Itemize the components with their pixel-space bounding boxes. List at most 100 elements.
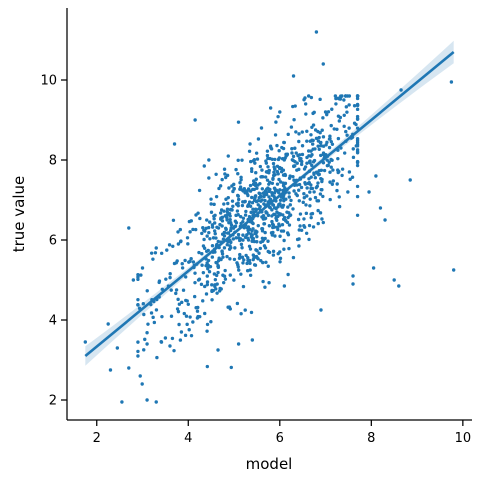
data-point [205, 234, 209, 238]
data-point [317, 135, 321, 140]
data-point [228, 273, 232, 277]
data-point [262, 244, 267, 248]
data-point [259, 199, 263, 203]
data-point [243, 213, 248, 217]
data-point [239, 272, 243, 276]
data-point [159, 251, 164, 256]
data-point [203, 311, 207, 316]
data-point [314, 30, 319, 34]
data-point [238, 252, 242, 257]
data-point [316, 139, 321, 143]
data-point [310, 186, 315, 191]
data-point [212, 217, 216, 221]
data-point [250, 169, 254, 174]
data-point [318, 97, 322, 102]
data-point [154, 246, 158, 250]
data-point [205, 322, 210, 327]
data-point [325, 140, 329, 145]
axes-layer [66, 8, 472, 421]
data-point [321, 144, 326, 148]
data-point [287, 191, 291, 195]
data-point [264, 260, 268, 264]
data-point [167, 243, 172, 247]
y-tick-label-2: 2 [49, 394, 57, 409]
data-point [201, 225, 205, 230]
data-point [188, 259, 192, 264]
data-point [182, 311, 186, 316]
data-point [258, 164, 263, 169]
data-point [267, 224, 272, 228]
data-point [226, 154, 230, 158]
data-point [258, 192, 262, 196]
data-point [246, 187, 251, 191]
data-point [172, 142, 177, 146]
data-point [285, 210, 289, 214]
data-point [143, 337, 147, 342]
data-point [228, 208, 233, 212]
data-point [289, 198, 293, 203]
data-point [266, 249, 270, 254]
data-point [248, 204, 253, 209]
data-point [334, 102, 338, 106]
data-point [177, 302, 182, 306]
data-point [229, 223, 234, 227]
data-point [259, 126, 264, 130]
data-point [264, 210, 268, 214]
data-point [223, 214, 227, 218]
data-point [194, 227, 198, 232]
data-point [275, 182, 280, 186]
data-point [221, 280, 226, 285]
data-point [270, 222, 275, 226]
data-point [305, 161, 309, 165]
data-point [184, 275, 188, 279]
data-point [313, 147, 317, 151]
data-point [222, 246, 227, 250]
data-point [298, 212, 303, 216]
data-point [264, 161, 269, 165]
data-point [334, 96, 338, 101]
data-point [213, 232, 217, 236]
data-point [214, 172, 218, 176]
data-point [127, 366, 131, 370]
data-point [328, 180, 332, 184]
data-point [272, 206, 277, 210]
data-point [256, 223, 260, 228]
data-point [371, 266, 376, 270]
data-point [178, 227, 183, 232]
data-point [232, 182, 236, 187]
data-point [240, 255, 245, 259]
data-point [146, 322, 150, 326]
data-point [286, 132, 290, 137]
data-point [288, 174, 292, 178]
data-point [248, 247, 253, 251]
data-point [241, 284, 246, 289]
data-point [212, 202, 216, 207]
data-point [329, 139, 333, 144]
data-point [277, 177, 281, 182]
data-point [295, 161, 299, 165]
data-point [216, 270, 220, 275]
data-point [253, 196, 257, 200]
data-point [451, 268, 456, 272]
data-point [276, 211, 281, 216]
data-point [314, 136, 319, 141]
data-point [340, 173, 344, 178]
data-point [230, 199, 235, 203]
data-point [189, 333, 194, 338]
x-axis-label: model [246, 455, 293, 473]
data-point [310, 163, 314, 168]
data-point [222, 202, 226, 206]
data-point [168, 344, 172, 348]
data-point [238, 255, 242, 260]
data-point [259, 240, 263, 244]
data-point [263, 230, 267, 235]
data-point [309, 215, 313, 220]
data-point [278, 256, 283, 261]
data-point [277, 149, 281, 153]
data-point [247, 244, 252, 248]
data-point [300, 144, 305, 148]
data-point [243, 199, 247, 204]
data-point [328, 170, 332, 174]
data-point [319, 143, 323, 148]
data-point [267, 195, 271, 199]
